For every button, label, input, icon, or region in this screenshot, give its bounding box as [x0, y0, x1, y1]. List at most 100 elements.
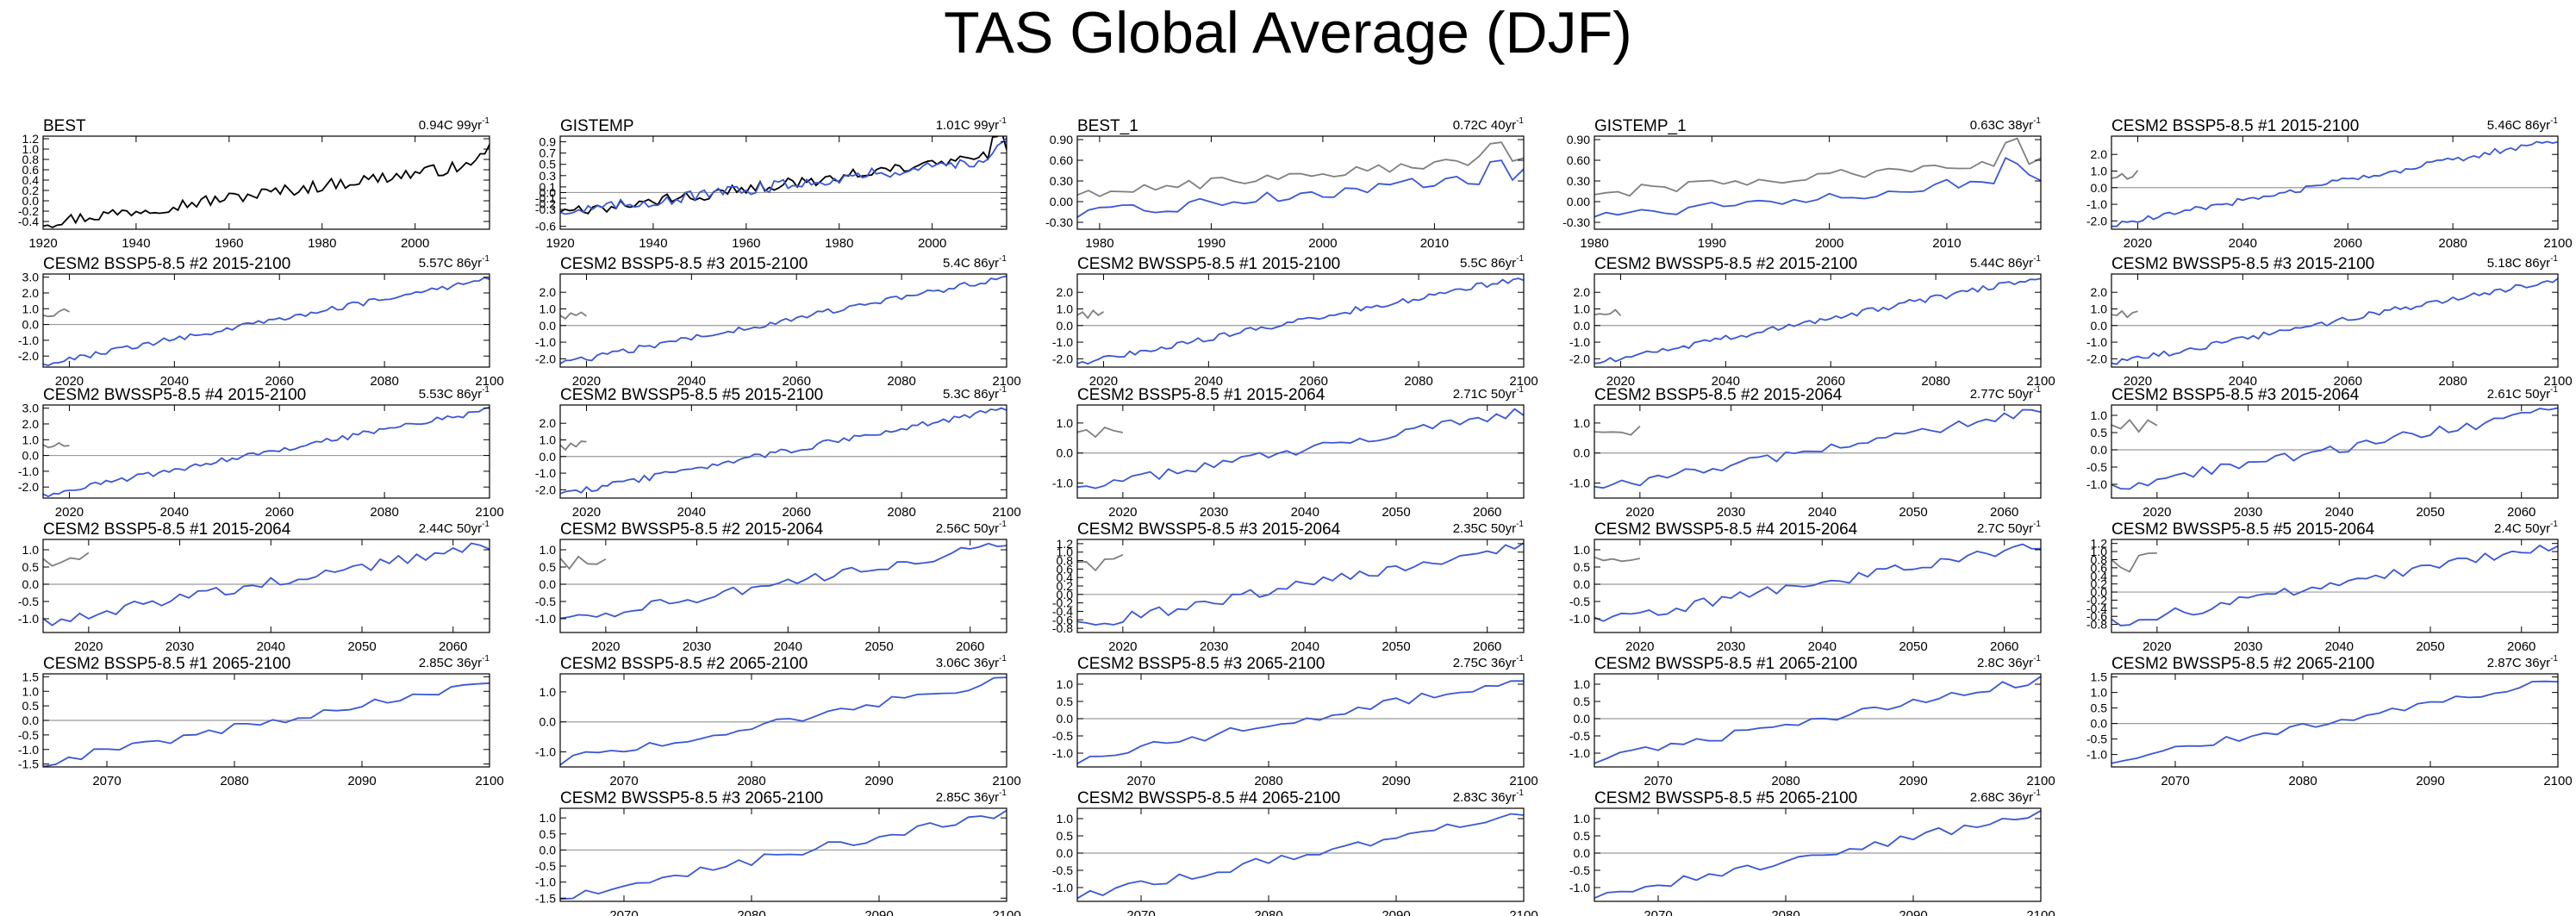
- chart-panel: CESM2 BWSSP5-8.5 #1 2065-2100 2.8C 36yr-1…: [1569, 654, 2055, 788]
- series-line: [560, 555, 607, 570]
- y-tick-label: 1.0: [22, 684, 40, 698]
- x-tick-label: 1960: [215, 236, 243, 251]
- panel-trend: 2.87C 36yr-1: [2487, 654, 2559, 670]
- y-tick-label: 1.5: [22, 670, 40, 683]
- x-tick-label: 2030: [1717, 639, 1745, 654]
- y-tick-label: 0.0: [1574, 577, 1591, 591]
- y-tick-label: -1.5: [18, 757, 39, 771]
- panel-title: CESM2 BWSSP5-8.5 #2 2015-2064: [560, 520, 824, 539]
- series-line: [560, 809, 1007, 900]
- plot-frame: [559, 273, 1007, 368]
- x-tick-label: 2100: [1509, 774, 1537, 788]
- panel-trend: 2.8C 36yr-1: [1977, 654, 2041, 670]
- y-tick-label: 0.5: [22, 560, 40, 574]
- y-tick-label: -1.0: [2086, 197, 2107, 211]
- x-tick-label: 2100: [2026, 908, 2055, 916]
- y-tick-label: 0.00: [1567, 195, 1590, 209]
- panel-title: CESM2 BWSSP5-8.5 #4 2015-2100: [43, 386, 306, 404]
- y-tick-label: 2.0: [2091, 147, 2108, 161]
- x-tick-label: 2030: [1200, 639, 1228, 654]
- y-tick-label: 0.00: [1050, 195, 1073, 209]
- x-tick-label: 2020: [1089, 374, 1118, 389]
- plot-frame: [1076, 807, 1525, 902]
- panel-trend: 5.57C 86yr-1: [419, 254, 490, 271]
- x-tick-label: 1940: [122, 236, 150, 251]
- trend-unit: -1: [2033, 788, 2041, 798]
- x-tick-label: 2080: [1404, 374, 1432, 389]
- plot-frame: [2111, 404, 2559, 499]
- panel-trend: 2.56C 50yr-1: [936, 520, 1007, 536]
- x-tick-label: 2070: [1644, 908, 1672, 916]
- y-tick-label: 0.5: [1057, 695, 1074, 708]
- y-tick-label: 1.0: [540, 433, 557, 447]
- y-tick-label: 0.8: [1057, 554, 1074, 568]
- y-tick-label: 1.2: [22, 132, 40, 146]
- series-line: [1594, 543, 2041, 622]
- y-tick-label: 1.0: [1574, 416, 1591, 430]
- trend-unit: -1: [1516, 116, 1524, 126]
- panel-trend: 2.7C 50yr-1: [1977, 520, 2041, 536]
- x-tick-label: 2070: [609, 774, 638, 788]
- x-tick-label: 2040: [1291, 505, 1319, 520]
- y-tick-label: 0.0: [22, 713, 40, 727]
- x-tick-label: 2040: [774, 639, 802, 654]
- series-line: [2111, 277, 2558, 365]
- x-tick-label: 2040: [160, 374, 189, 389]
- series-line: [1594, 308, 1622, 316]
- trend-unit: -1: [2033, 520, 2041, 529]
- y-tick-label: -0.2: [2086, 593, 2107, 607]
- plot-frame: [2111, 273, 2559, 368]
- plot-frame: [559, 135, 1007, 230]
- panel-trend: 1.01C 99yr-1: [936, 116, 1007, 133]
- y-tick-label: 0.5: [22, 699, 40, 713]
- chart-panel: CESM2 BWSSP5-8.5 #2 2065-2100 2.87C 36yr-…: [2086, 654, 2573, 788]
- series-line: [43, 442, 70, 449]
- x-tick-label: 2060: [265, 374, 294, 389]
- y-tick-label: -2.0: [535, 352, 556, 365]
- trend-unit: -1: [999, 788, 1007, 798]
- y-tick-label: 2.0: [540, 416, 557, 430]
- y-tick-label: 0.0: [1574, 446, 1591, 460]
- trend-unit: -1: [2550, 254, 2558, 264]
- y-tick-label: 0.8: [2091, 552, 2108, 566]
- trend-unit: -1: [482, 520, 490, 529]
- panel-title: CESM2 BSSP5-8.5 #1 2065-2100: [43, 655, 290, 673]
- x-tick-label: 2060: [265, 505, 294, 520]
- y-tick-label: 0.4: [1057, 570, 1074, 584]
- x-tick-label: 1980: [308, 236, 336, 251]
- chart-panel: CESM2 BWSSP5-8.5 #5 2065-2100 2.68C 36yr-…: [1569, 788, 2055, 916]
- y-tick-label: 3.0: [22, 271, 40, 284]
- x-tick-label: 2080: [887, 374, 915, 389]
- x-tick-label: 2000: [401, 236, 429, 251]
- y-tick-label: 0.0: [2091, 585, 2108, 599]
- series-line: [1594, 676, 2041, 764]
- plot-frame: [1594, 807, 2042, 902]
- y-tick-label: 0.0: [540, 843, 557, 857]
- y-tick-label: 0.5: [540, 827, 557, 841]
- y-tick-label: 0.0: [2091, 717, 2108, 731]
- y-tick-label: -1.0: [535, 466, 556, 480]
- y-tick-label: -2.0: [2086, 352, 2107, 365]
- y-tick-label: 0.5: [2091, 701, 2108, 715]
- x-tick-label: 2100: [475, 505, 503, 520]
- y-tick-label: -0.5: [2086, 732, 2107, 746]
- x-tick-label: 2060: [1990, 505, 2018, 520]
- x-tick-label: 2100: [2026, 374, 2055, 389]
- trend-unit: -1: [999, 254, 1007, 264]
- y-tick-label: -0.5: [1569, 863, 1590, 877]
- x-tick-label: 2100: [2543, 374, 2572, 389]
- x-tick-label: 2060: [1817, 374, 1845, 389]
- series-line: [2111, 552, 2157, 573]
- chart-panel: CESM2 BWSSP5-8.5 #3 2015-2100 5.18C 86yr-…: [2086, 254, 2573, 389]
- x-tick-label: 2060: [2334, 236, 2362, 251]
- y-tick-label: 0.0: [1057, 319, 1074, 333]
- plot-frame: [42, 404, 490, 499]
- trend-unit: -1: [1516, 385, 1524, 395]
- series-line: [43, 308, 70, 318]
- panel-trend: 2.71C 50yr-1: [1453, 385, 1525, 402]
- panel-title: CESM2 BSSP5-8.5 #1 2015-2100: [2111, 117, 2359, 135]
- panel-title: CESM2 BSSP5-8.5 #2 2015-2100: [43, 255, 290, 273]
- y-tick-label: 0.60: [1050, 153, 1073, 167]
- y-tick-label: -0.4: [2086, 601, 2107, 615]
- panel-title: CESM2 BWSSP5-8.5 #4 2065-2100: [1077, 789, 1340, 807]
